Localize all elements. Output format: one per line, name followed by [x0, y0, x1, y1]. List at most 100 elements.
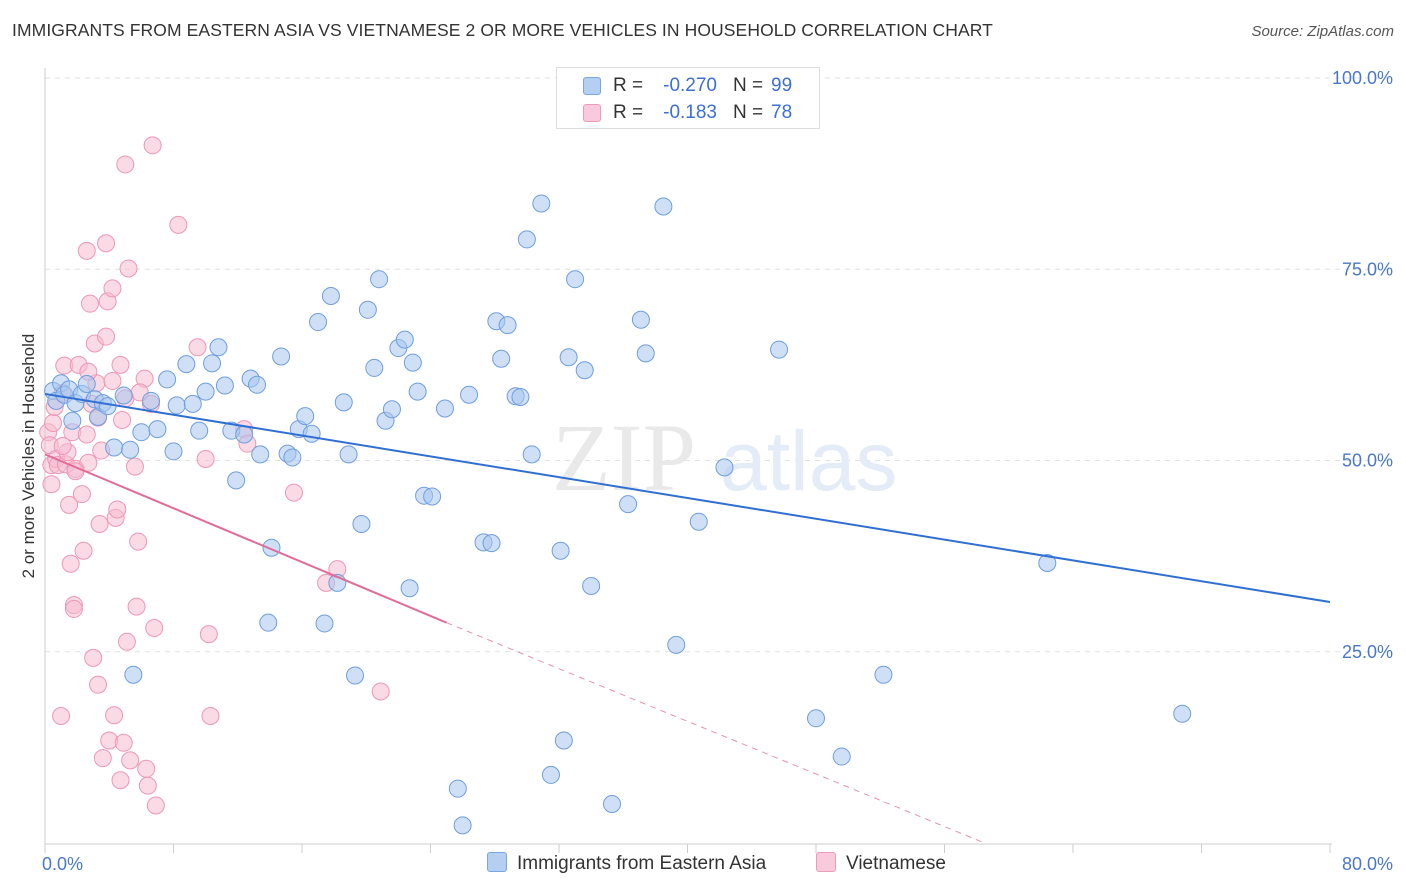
vietnamese-point: [89, 675, 108, 694]
vietnamese-point: [145, 619, 164, 638]
vietnamese-point: [125, 457, 144, 476]
eastern-asia-point: [603, 794, 622, 813]
eastern-asia-point: [619, 495, 638, 514]
eastern-asia-point: [715, 458, 734, 477]
vietnamese-point: [60, 495, 79, 514]
vietnamese-point: [97, 234, 116, 253]
eastern-asia-point: [453, 816, 472, 835]
vietnamese-point: [97, 327, 116, 346]
eastern-asia-point: [283, 448, 302, 467]
legend-swatch-vietnamese: [816, 852, 836, 872]
vietnamese-point: [53, 436, 72, 455]
vietnamese-point: [103, 279, 122, 298]
eastern-asia-point: [77, 375, 96, 393]
legend-item-vietnamese[interactable]: Vietnamese: [816, 852, 946, 875]
watermark-atlas: atlas: [720, 414, 897, 508]
vietnamese-point: [114, 733, 133, 752]
grid-lines: [45, 77, 1393, 653]
eastern-asia-point: [522, 445, 541, 464]
eastern-asia-point: [132, 423, 151, 442]
eastern-asia-point: [554, 731, 573, 750]
legend-r-value: -0.183: [663, 102, 717, 123]
legend-item-eastern-asia[interactable]: Immigrants from Eastern Asia: [487, 852, 766, 875]
legend-r-value: -0.270: [663, 75, 717, 96]
eastern-asia-point: [435, 399, 454, 418]
y-tick-label: 25.0%: [1342, 642, 1393, 662]
eastern-asia-point: [251, 445, 270, 464]
eastern-asia-point: [346, 666, 365, 685]
legend-row-vietnamese: R = -0.183 N = 78: [557, 101, 819, 127]
vietnamese-point: [127, 597, 146, 616]
eastern-asia-point: [492, 349, 511, 368]
eastern-asia-point: [183, 394, 202, 413]
eastern-asia-point: [566, 270, 585, 289]
vietnamese-point: [84, 648, 103, 667]
vietnamese-point: [93, 749, 112, 768]
legend-swatch-eastern-asia: [487, 852, 507, 872]
eastern-asia-point: [532, 194, 551, 213]
eastern-asia-point: [408, 382, 427, 401]
vietnamese-point: [61, 554, 80, 573]
vietnamese-point: [52, 707, 71, 726]
eastern-asia-point: [114, 386, 133, 405]
eastern-asia-point: [874, 665, 893, 684]
eastern-asia-trendline: [44, 392, 1331, 604]
eastern-asia-point: [559, 348, 578, 367]
eastern-asia-point: [315, 614, 334, 633]
eastern-asia-point: [358, 300, 377, 319]
vietnamese-point: [74, 541, 93, 560]
vietnamese-point: [80, 294, 99, 313]
eastern-asia-point: [636, 344, 655, 363]
eastern-asia-point: [551, 541, 570, 560]
eastern-asia-point: [339, 445, 358, 464]
eastern-asia-point: [167, 396, 186, 415]
vietnamese-point: [137, 759, 156, 778]
eastern-asia-points: [44, 194, 1192, 835]
vietnamese-point: [188, 338, 207, 357]
eastern-asia-point: [248, 375, 267, 394]
vietnamese-point: [129, 532, 148, 551]
eastern-asia-point: [403, 353, 422, 372]
legend-r-label: R =: [613, 102, 644, 123]
vietnamese-point: [111, 355, 130, 374]
eastern-asia-point: [235, 425, 254, 444]
eastern-asia-point: [196, 382, 215, 401]
vietnamese-point: [77, 241, 96, 260]
eastern-asia-point: [582, 576, 601, 595]
vietnamese-point: [77, 425, 96, 444]
vietnamese-point: [169, 215, 188, 234]
eastern-asia-point: [302, 424, 321, 443]
vietnamese-point: [111, 771, 130, 790]
eastern-asia-point: [482, 534, 501, 553]
eastern-asia-point: [158, 370, 177, 389]
series-legend: Immigrants from Eastern Asia Vietnamese: [0, 852, 1406, 878]
eastern-asia-point: [654, 197, 673, 216]
eastern-asia-point: [259, 613, 278, 632]
eastern-asia-point: [215, 376, 234, 395]
vietnamese-point: [196, 449, 215, 468]
vietnamese-point: [116, 155, 135, 174]
eastern-asia-point: [631, 310, 650, 329]
y-tick-label: 50.0%: [1342, 451, 1393, 471]
eastern-asia-point: [296, 407, 315, 426]
eastern-asia-point: [334, 393, 353, 412]
eastern-asia-point: [148, 420, 167, 439]
y-tick-label: 100.0%: [1332, 68, 1393, 88]
eastern-asia-point: [352, 514, 371, 533]
chart-title: IMMIGRANTS FROM EASTERN ASIA VS VIETNAME…: [12, 20, 993, 40]
vietnamese-point: [42, 475, 61, 494]
eastern-asia-point: [164, 442, 183, 461]
vietnamese-point: [201, 707, 220, 726]
x-tick-label: 0.0%: [42, 854, 83, 874]
eastern-asia-point: [309, 313, 328, 332]
stats-legend: R = -0.270 N = 99 R = -0.183 N = 78: [556, 67, 820, 129]
vietnamese-point: [117, 632, 136, 651]
eastern-asia-point: [498, 316, 517, 335]
watermark-zip: ZIP: [552, 404, 696, 511]
vietnamese-point: [108, 500, 127, 519]
eastern-asia-point: [177, 355, 196, 374]
eastern-asia-point: [689, 512, 708, 531]
vietnamese-point: [79, 453, 98, 472]
legend-r-label: R =: [613, 75, 644, 96]
